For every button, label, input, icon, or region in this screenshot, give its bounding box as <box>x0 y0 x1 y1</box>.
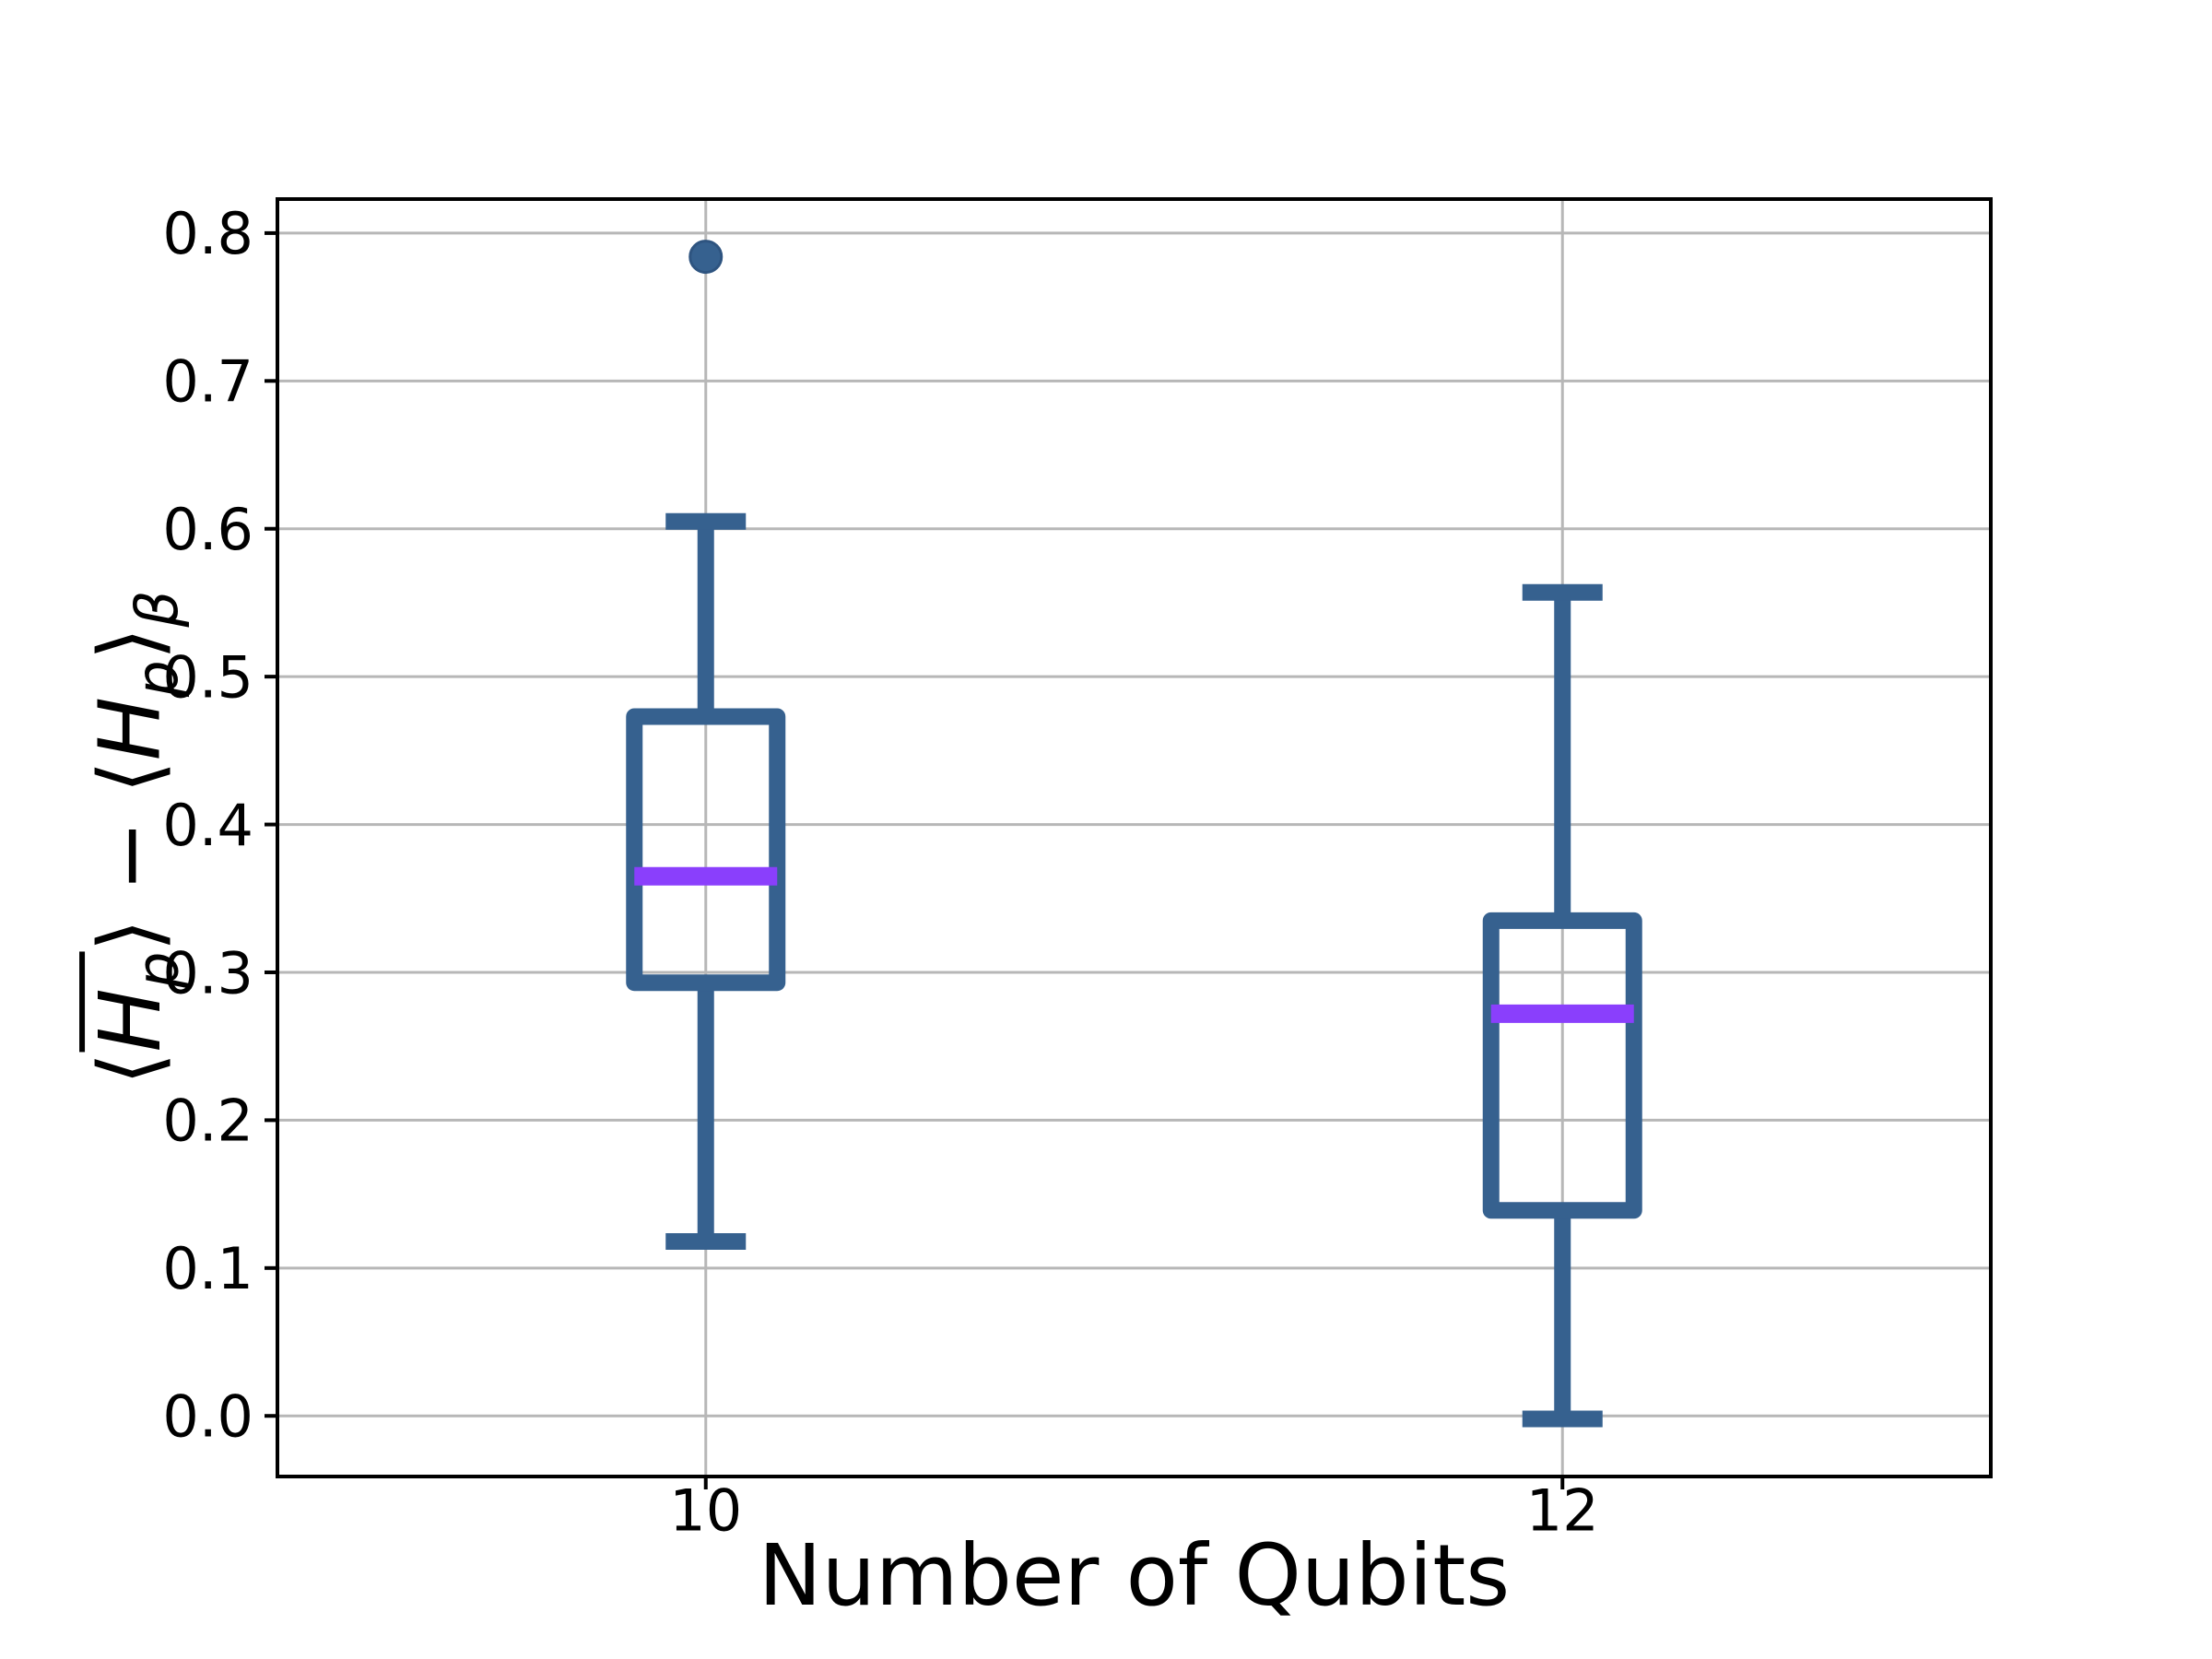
y-tick-label-0.4: 0.4 <box>162 792 253 859</box>
x-axis-label: Number of Qubits <box>758 1526 1511 1625</box>
iqr-box <box>626 708 786 992</box>
y-tick-label-0.5: 0.5 <box>162 643 253 711</box>
y-axis-label: ⟨Hp⟩ − ⟨Hp⟩β <box>79 590 192 1086</box>
y-tick-label-0.0: 0.0 <box>162 1383 253 1451</box>
y-tick-label-0.1: 0.1 <box>162 1235 253 1302</box>
iqr-box <box>1482 912 1642 1219</box>
y-tick-label-0.2: 0.2 <box>162 1088 253 1155</box>
x-tick-label-12: 12 <box>1526 1477 1599 1545</box>
box-plot-12 <box>1482 583 1642 1428</box>
y-tick-label-0.3: 0.3 <box>162 939 253 1006</box>
y-tick-label-0.8: 0.8 <box>162 200 253 267</box>
x-tick-label-10: 10 <box>669 1477 742 1545</box>
box-plot-10 <box>626 240 786 1250</box>
y-tick-label-0.6: 0.6 <box>162 496 253 563</box>
plot-area-spines <box>276 197 1993 1478</box>
outlier-point <box>688 240 724 275</box>
y-tick-label-0.7: 0.7 <box>162 348 253 416</box>
